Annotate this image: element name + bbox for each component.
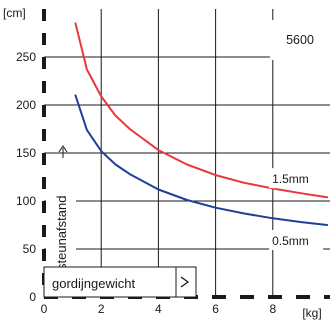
x-axis-label: gordijngewicht bbox=[52, 276, 135, 291]
y-axis-label-box bbox=[46, 162, 76, 270]
y-tick-label: 100 bbox=[16, 194, 36, 208]
series-label-box bbox=[269, 230, 324, 250]
y-tick-label: 50 bbox=[23, 242, 37, 256]
x-tick-label: 2 bbox=[98, 302, 105, 316]
y-tick-label: 250 bbox=[16, 50, 36, 64]
x-unit-label: [kg] bbox=[302, 306, 321, 320]
chart-title: 5600 bbox=[286, 33, 314, 47]
series-lines bbox=[74, 22, 329, 226]
x-arrow-box bbox=[175, 266, 197, 298]
y-tick-label: 0 bbox=[29, 290, 36, 304]
y-axis-label: steunafstand bbox=[54, 196, 69, 270]
series-label-box bbox=[269, 168, 324, 189]
x-tick-label: 0 bbox=[41, 302, 48, 316]
x-tick-labels: 0 2 4 6 8 bbox=[41, 302, 277, 316]
y-tick-label: 200 bbox=[16, 98, 36, 112]
right-arrow-icon bbox=[180, 276, 190, 288]
series-labels: 1.5mm 0.5mm bbox=[269, 168, 324, 250]
x-tick-label: 8 bbox=[269, 302, 276, 316]
series-line bbox=[74, 94, 329, 226]
series-line bbox=[74, 22, 329, 199]
x-tick-label: 6 bbox=[212, 302, 219, 316]
series-label: 1.5mm bbox=[272, 172, 309, 186]
y-tick-labels: 0 50 100 150 200 250 bbox=[16, 50, 36, 304]
title-box bbox=[270, 20, 330, 60]
y-tick-label: 150 bbox=[16, 146, 36, 160]
series-label: 0.5mm bbox=[272, 234, 309, 248]
y-unit-label: [cm] bbox=[3, 6, 26, 20]
x-tick-label: 4 bbox=[155, 302, 162, 316]
x-axis-label-box bbox=[43, 266, 177, 298]
up-arrow-icon bbox=[58, 145, 68, 158]
